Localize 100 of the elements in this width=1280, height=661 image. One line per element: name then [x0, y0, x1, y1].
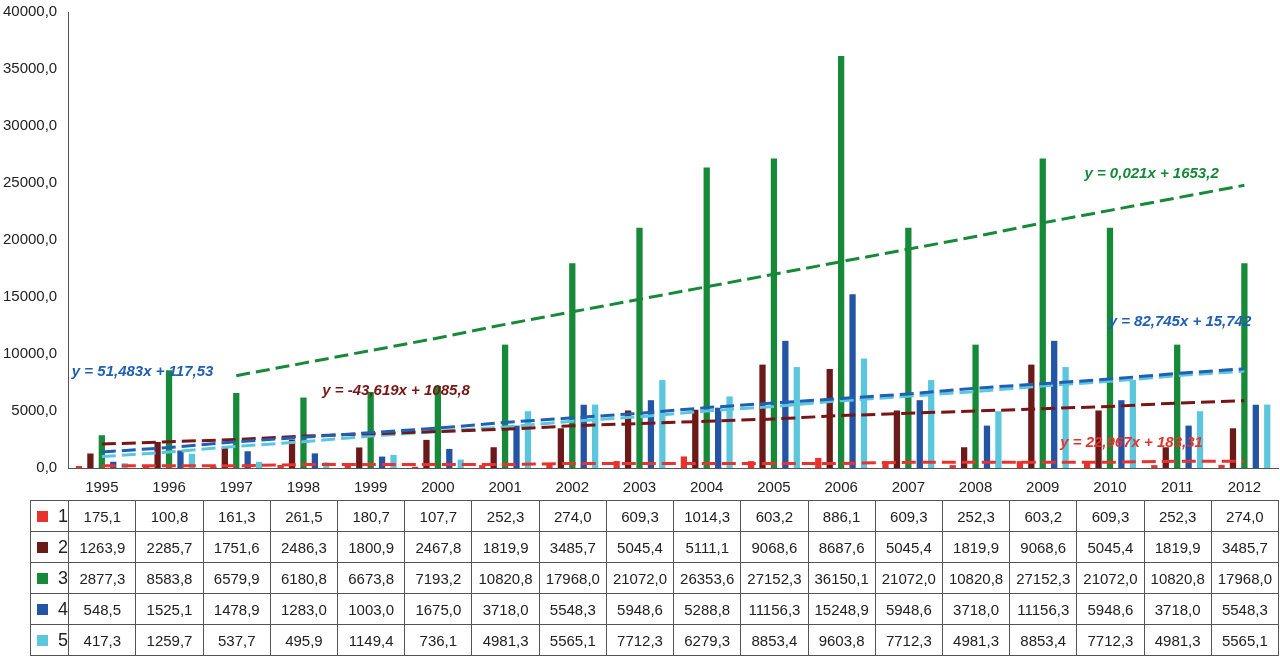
data-label: 1525,1 — [135, 593, 204, 625]
data-label: 5288,8 — [673, 593, 742, 625]
data-label: 8853,4 — [740, 624, 809, 656]
x-tick-label: 2004 — [690, 478, 724, 496]
legend-label: 5 — [30, 624, 70, 656]
bar — [1151, 465, 1158, 468]
data-label: 9603,8 — [807, 624, 876, 656]
data-label: 5948,6 — [874, 593, 943, 625]
data-label: 1800,9 — [337, 531, 406, 563]
data-label: 2877,3 — [68, 562, 137, 594]
bar — [1218, 464, 1225, 468]
data-label: 7712,3 — [1076, 624, 1145, 656]
data-label: 27152,3 — [1009, 562, 1078, 594]
x-tick-label: 2001 — [488, 478, 522, 496]
data-label: 5565,1 — [538, 624, 607, 656]
data-label: 252,3 — [1143, 500, 1212, 532]
legend-label: 2 — [30, 531, 70, 563]
data-label: 2486,3 — [269, 531, 339, 563]
x-tick-label: 1995 — [85, 478, 119, 496]
data-label: 5548,3 — [1210, 593, 1279, 625]
data-label: 5548,3 — [538, 593, 607, 625]
data-label: 4981,3 — [941, 624, 1011, 656]
data-label: 609,3 — [1076, 500, 1145, 532]
data-label: 5111,1 — [673, 531, 742, 563]
bar — [1264, 404, 1271, 468]
data-label: 261,5 — [269, 500, 339, 532]
data-label: 252,3 — [941, 500, 1011, 532]
bar — [356, 447, 363, 468]
data-label: 3485,7 — [1210, 531, 1279, 563]
annotation: y = 51,483x + 117,53 — [70, 362, 215, 380]
data-label: 5948,6 — [1076, 593, 1145, 625]
data-label: 5948,6 — [605, 593, 675, 625]
data-label: 5045,4 — [605, 531, 675, 563]
x-tick-label: 1998 — [286, 478, 321, 496]
data-label: 252,3 — [471, 500, 540, 532]
x-tick-label: 2012 — [1227, 478, 1262, 496]
data-label: 8583,8 — [135, 562, 204, 594]
data-label: 548,5 — [68, 593, 137, 625]
x-tick-label: 2005 — [757, 478, 791, 496]
y-tick-label: 35000,0 — [2, 59, 58, 77]
x-tick-label: 2002 — [555, 478, 589, 496]
data-label: 1259,7 — [135, 624, 204, 656]
data-label: 8687,6 — [807, 531, 876, 563]
data-label: 3718,0 — [471, 593, 540, 625]
data-label: 495,9 — [269, 624, 339, 656]
bar — [1051, 340, 1058, 468]
data-label: 27152,3 — [740, 562, 809, 594]
data-label: 3718,0 — [1143, 593, 1212, 625]
bar — [177, 450, 184, 468]
data-label: 4981,3 — [1143, 624, 1212, 656]
data-label: 1675,0 — [404, 593, 473, 625]
data-label: 6673,8 — [337, 562, 406, 594]
data-label: 8853,4 — [1009, 624, 1078, 656]
data-label: 180,7 — [337, 500, 406, 532]
bar — [715, 407, 722, 468]
data-label: 21072,0 — [1076, 562, 1145, 594]
data-label: 9068,6 — [740, 531, 809, 563]
y-tick-label: 15000,0 — [2, 287, 58, 305]
data-label: 10820,8 — [941, 562, 1011, 594]
data-label: 2285,7 — [135, 531, 204, 563]
x-tick-label: 2000 — [421, 478, 455, 496]
data-label: 609,3 — [874, 500, 943, 532]
data-label: 6579,9 — [202, 562, 271, 594]
data-label: 5045,4 — [1076, 531, 1145, 563]
y-tick-label: 25000,0 — [2, 173, 58, 191]
data-label: 274,0 — [538, 500, 607, 532]
data-label: 1478,9 — [202, 593, 271, 625]
data-label: 5565,1 — [1210, 624, 1279, 656]
data-label: 11156,3 — [740, 593, 809, 625]
data-label: 603,2 — [740, 500, 809, 532]
data-label: 107,7 — [404, 500, 473, 532]
bar — [87, 453, 94, 468]
y-tick-label: 20000,0 — [2, 230, 58, 248]
data-label: 21072,0 — [605, 562, 675, 594]
data-label: 603,2 — [1009, 500, 1078, 532]
bar — [995, 411, 1002, 468]
x-tick-label: 1999 — [353, 478, 388, 496]
y-tick-label: 40000,0 — [2, 2, 58, 20]
legend-label: 1 — [30, 500, 70, 532]
data-label: 161,3 — [202, 500, 271, 532]
bar — [1252, 404, 1259, 468]
data-label: 10820,8 — [1143, 562, 1212, 594]
x-tick-label: 1997 — [219, 478, 253, 496]
bar — [513, 425, 520, 468]
x-tick-label: 1996 — [152, 478, 186, 496]
data-label: 21072,0 — [874, 562, 943, 594]
data-label: 17968,0 — [538, 562, 607, 594]
data-label: 609,3 — [605, 500, 675, 532]
data-label: 7712,3 — [605, 624, 675, 656]
data-label: 7193,2 — [404, 562, 473, 594]
bar — [557, 428, 565, 468]
data-label: 17968,0 — [1210, 562, 1279, 594]
data-label: 4981,3 — [471, 624, 540, 656]
bar — [916, 400, 923, 468]
data-label: 886,1 — [807, 500, 876, 532]
data-label: 3485,7 — [538, 531, 607, 563]
data-label: 1283,0 — [269, 593, 339, 625]
bar — [849, 294, 856, 468]
data-label: 1014,3 — [673, 500, 742, 532]
x-tick-label: 2011 — [1161, 478, 1194, 496]
